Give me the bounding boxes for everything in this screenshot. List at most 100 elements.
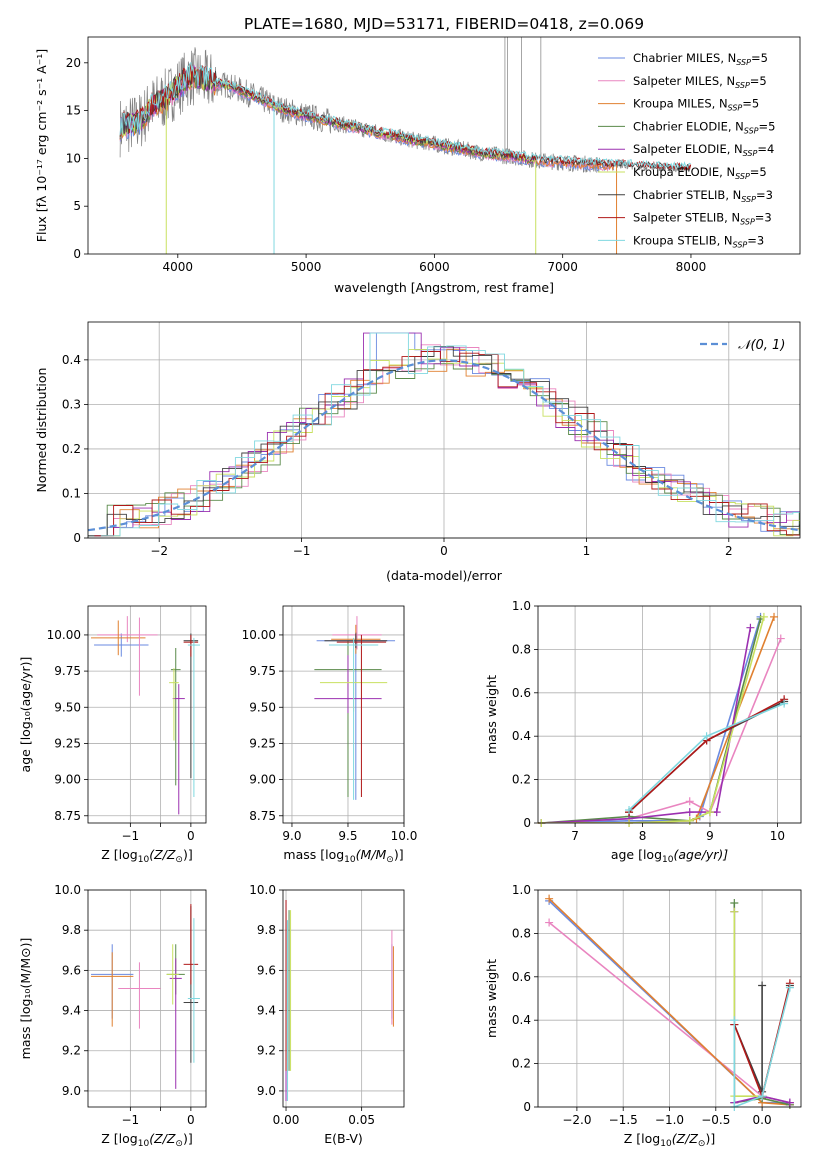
y-tick-label: 9.00 — [249, 773, 276, 787]
mass-weight-line — [733, 911, 763, 1097]
y-tick-label: 9.50 — [249, 700, 276, 714]
y-tick-label: 0.4 — [512, 1013, 531, 1027]
mass-weight-marker — [758, 1092, 767, 1101]
y-tick-label: 8.75 — [54, 809, 81, 823]
y-tick-label: 9.75 — [249, 664, 276, 678]
axes-frame — [87, 889, 207, 1108]
mass-vs-ebv-panel: 0.00 0.05 9.0 9.2 9.4 9.6 9.8 10.0 E(B-V) — [249, 883, 405, 1146]
residual-histogram — [88, 363, 800, 537]
massweight-vs-metallicity-panel: −2.0 −1.5 −1.0 −0.5 0.0 0 0.2 0.4 0.6 0.8 1.0 Z [lo… — [484, 883, 802, 1149]
model-spectrum — [119, 66, 692, 173]
observed-spectrum — [119, 47, 691, 173]
y-axis-label: Flux [fλ 10⁻¹⁷ erg cm⁻² s⁻¹ A⁻¹] — [34, 49, 49, 242]
mass-weight-marker — [730, 1016, 739, 1025]
y-tick-label: 9.6 — [257, 963, 276, 977]
x-tick-label: 7 — [571, 829, 579, 843]
mass-weight-marker — [685, 816, 694, 825]
y-tick-label: 0.6 — [512, 970, 531, 984]
x-tick-label: 0.05 — [348, 1113, 375, 1127]
mass-weight-marker — [780, 699, 789, 708]
y-tick-label: 9.4 — [62, 1004, 81, 1018]
x-axis-label: Z [log10(Z/Z⊙)] — [624, 1131, 715, 1149]
legend-entry: Chabrier STELIB, NSSP=3 — [633, 188, 773, 204]
x-tick-label: 1 — [583, 544, 591, 558]
legend-entry: Kroupa ELODIE, NSSP=5 — [633, 165, 767, 181]
y-tick-label: 1.0 — [512, 599, 531, 613]
x-tick-label: 9 — [706, 829, 714, 843]
y-tick-label: 0 — [523, 816, 531, 830]
mass-weight-marker — [545, 918, 554, 927]
mass-weight-marker — [545, 894, 554, 903]
x-tick-label: 9.0 — [282, 829, 301, 843]
mass-weight-marker — [758, 981, 767, 990]
y-tick-label: 0.6 — [512, 686, 531, 700]
model-spectrum — [119, 61, 691, 170]
y-tick-label: 1.0 — [512, 883, 531, 897]
x-axis-label: Z [log10(Z/Z⊙)] — [101, 1131, 192, 1149]
x-tick-label: −1 — [293, 544, 311, 558]
legend-entry: Salpeter ELODIE, NSSP=4 — [633, 142, 774, 158]
x-axis-label: age [log10(age/yr)] — [611, 847, 728, 865]
y-tick-label: 9.75 — [54, 664, 81, 678]
y-tick-label: 0.4 — [62, 353, 81, 367]
y-tick-label: 10.0 — [249, 883, 276, 897]
legend-entry: Chabrier MILES, NSSP=5 — [633, 51, 768, 67]
x-tick-label: 0 — [187, 829, 195, 843]
y-axis-label: mass [log₁₀(M/M⊙)] — [18, 938, 33, 1060]
y-tick-label: 9.0 — [257, 1084, 276, 1098]
residual-histogram — [94, 351, 800, 537]
y-tick-label: 0 — [73, 247, 81, 261]
x-tick-label: −2.0 — [562, 1113, 591, 1127]
massweight-vs-age-panel: 7 8 9 10 0 0.2 0.4 0.6 0.8 1.0 age [log10(age/yr)]… — [484, 599, 802, 865]
x-tick-label: −1.5 — [609, 1113, 638, 1127]
y-tick-label: 9.6 — [62, 963, 81, 977]
y-tick-label: 9.0 — [62, 1084, 81, 1098]
mass-weight-marker — [746, 623, 755, 632]
mass-weight-line — [541, 616, 775, 823]
x-axis-label: mass [log10(M/M⊙)] — [283, 847, 403, 865]
x-tick-label: 0 — [440, 544, 448, 558]
y-tick-label: 8.75 — [249, 809, 276, 823]
y-tick-label: 9.8 — [62, 923, 81, 937]
mass-weight-marker — [776, 634, 785, 643]
y-tick-label: 0.3 — [62, 397, 81, 411]
y-tick-label: 9.00 — [54, 773, 81, 787]
mass-weight-marker — [625, 805, 634, 814]
axes-frame — [537, 605, 802, 824]
x-tick-label: 10.0 — [391, 829, 418, 843]
x-tick-label: −1 — [122, 1113, 140, 1127]
x-tick-label: 10 — [770, 829, 785, 843]
axes-frame — [282, 605, 405, 824]
mass-weight-marker — [730, 907, 739, 916]
x-tick-label: −1.0 — [655, 1113, 684, 1127]
mass-weight-marker — [702, 732, 711, 741]
x-tick-label: 7000 — [547, 260, 578, 274]
mass-weight-line — [733, 987, 791, 1107]
x-tick-label: 4000 — [163, 260, 194, 274]
x-tick-label: −0.5 — [701, 1113, 730, 1127]
residual-histogram — [100, 332, 800, 537]
legend-entry: Salpeter STELIB, NSSP=3 — [633, 211, 772, 227]
y-tick-label: 9.25 — [54, 736, 81, 750]
axes-frame — [87, 321, 801, 539]
mass-weight-marker — [685, 797, 694, 806]
y-tick-label: 15 — [66, 104, 81, 118]
y-tick-label: 9.2 — [257, 1044, 276, 1058]
y-tick-label: 10.00 — [47, 628, 81, 642]
y-tick-label: 10.00 — [242, 628, 276, 642]
y-axis-label: Normed distribution — [34, 368, 49, 493]
y-tick-label: 0 — [523, 1100, 531, 1114]
y-tick-label: 9.8 — [257, 923, 276, 937]
residual-histogram — [88, 345, 800, 537]
y-axis-label: mass weight — [484, 959, 499, 1038]
y-tick-label: 0.1 — [62, 486, 81, 500]
y-tick-label: 10.0 — [54, 883, 81, 897]
x-tick-label: 0 — [187, 1113, 195, 1127]
x-axis-label: Z [log10(Z/Z⊙)] — [101, 847, 192, 865]
y-tick-label: 0.2 — [512, 773, 531, 787]
residual-histogram — [88, 332, 800, 537]
residuals-panel: −2 −1 0 1 2 0 0.1 0.2 0.3 0.4 (data-model)/error No… — [34, 321, 801, 583]
mass-weight-marker — [730, 899, 739, 908]
x-tick-label: 9.5 — [338, 829, 357, 843]
